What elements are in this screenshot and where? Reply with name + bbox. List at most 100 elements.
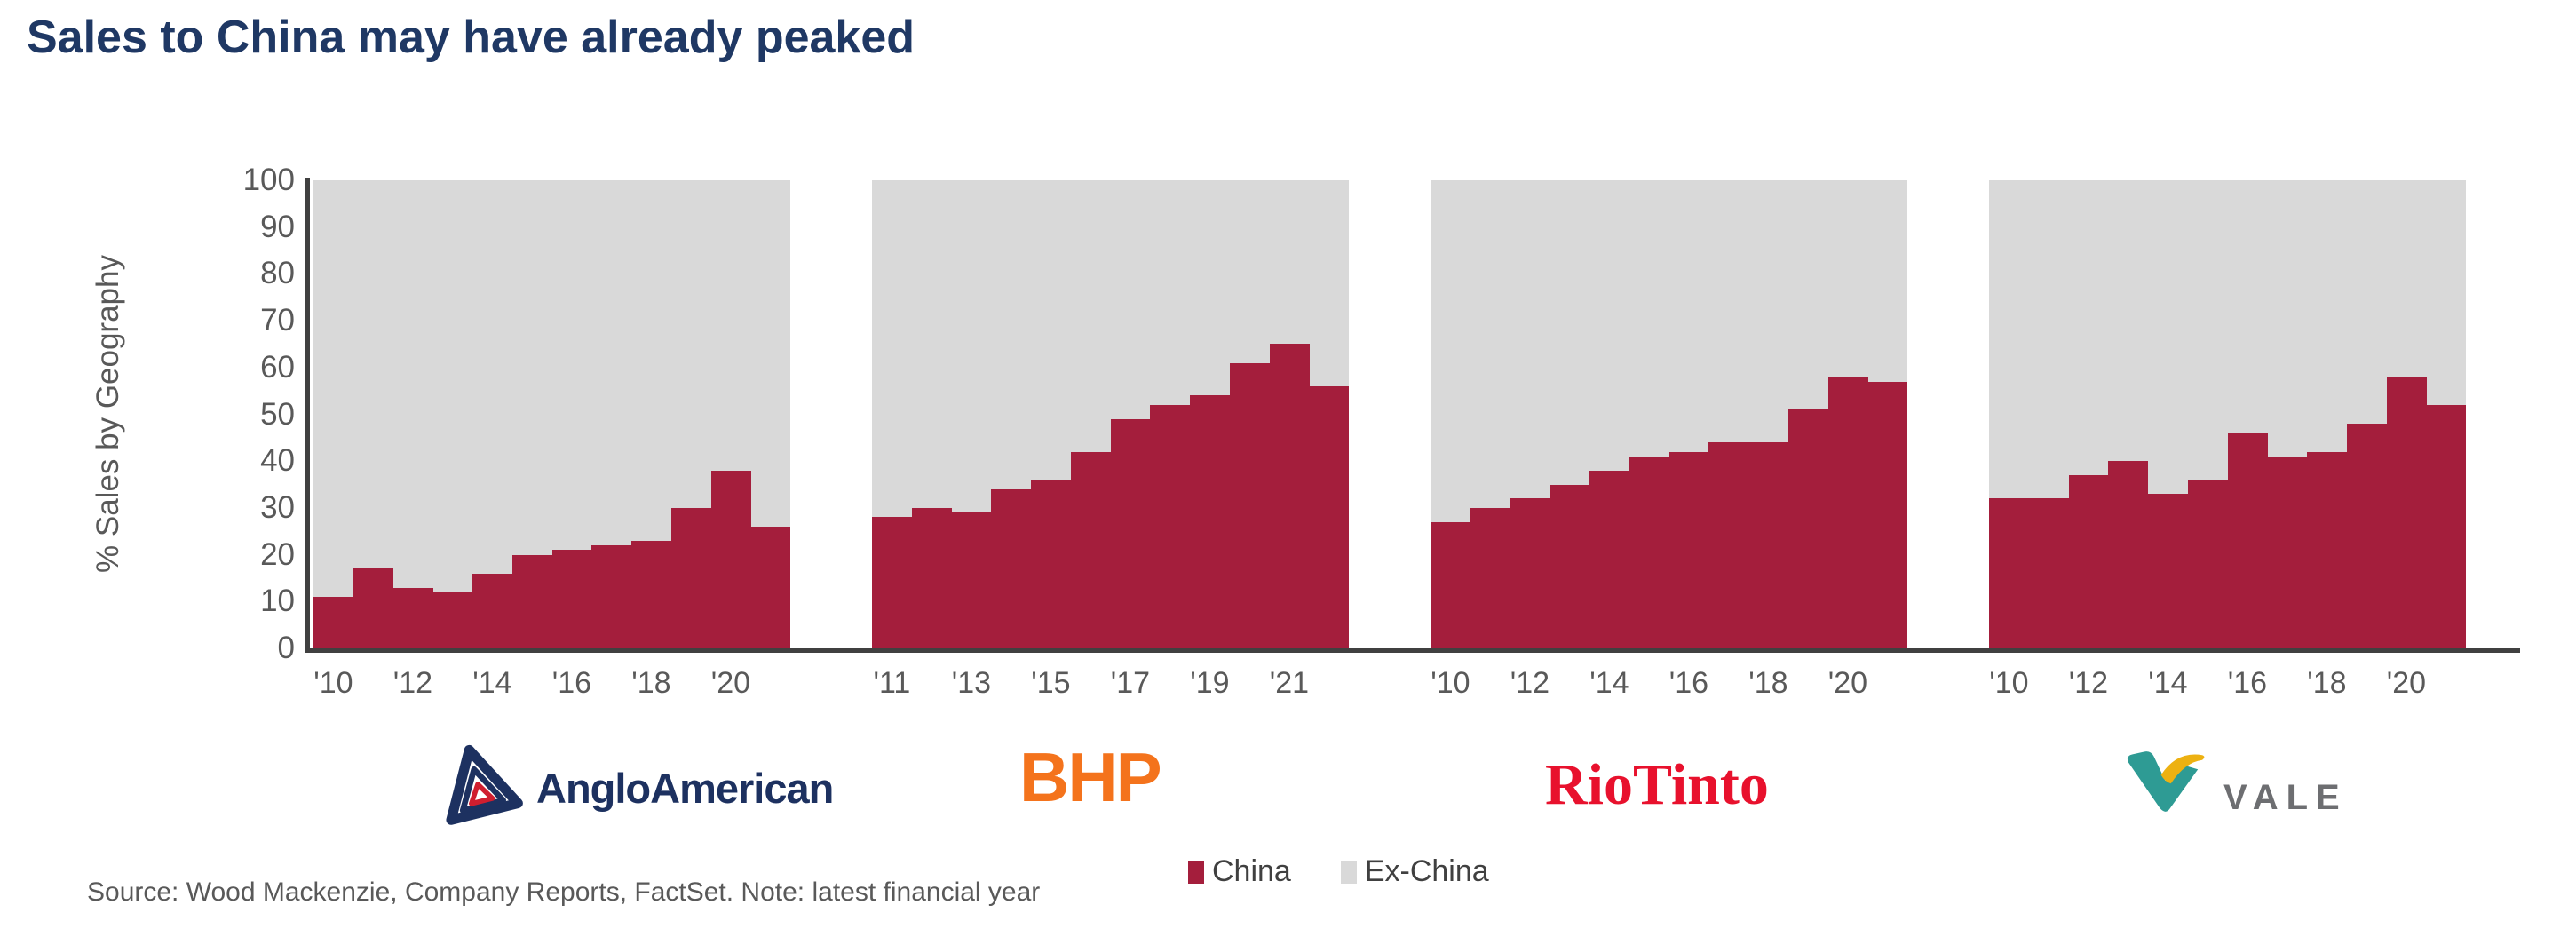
bar-china-segment bbox=[591, 545, 632, 648]
bar-china-segment bbox=[1989, 498, 2030, 648]
bar-china-segment bbox=[1629, 456, 1669, 648]
bar-china-segment bbox=[1190, 395, 1231, 648]
rio-tinto-wordmark: RioTinto bbox=[1545, 752, 1769, 817]
x-tick-label: '18 bbox=[1748, 666, 1788, 700]
x-tick-label: '19 bbox=[1190, 666, 1230, 700]
bar-china-segment bbox=[2148, 494, 2189, 648]
bar-china-segment bbox=[472, 573, 513, 648]
bar-china-segment bbox=[1708, 442, 1749, 648]
anglo-american-wordmark: AngloAmerican bbox=[536, 765, 834, 812]
bar-china-segment bbox=[511, 554, 552, 648]
legend-label-ex-china: Ex-China bbox=[1364, 854, 1489, 888]
bar-china-segment bbox=[1589, 470, 1630, 648]
bar-china-segment bbox=[1748, 442, 1789, 648]
chart-panel-vale: '10 '12 '14 '16 '18 '20 bbox=[1989, 180, 2467, 700]
x-tick-label: '10 bbox=[1989, 666, 2029, 700]
x-tick-label: '10 bbox=[313, 666, 353, 700]
legend-item-china: China bbox=[1188, 854, 1291, 889]
y-axis-title: % Sales by Geography bbox=[91, 255, 125, 573]
y-tick-label: 80 bbox=[260, 256, 295, 291]
chart-panel-anglo-american: '10 '12 '14 '16 '18 '20 bbox=[313, 180, 791, 700]
bar-china-segment bbox=[1309, 385, 1350, 648]
anglo-american-logo: AngloAmerican bbox=[433, 740, 834, 837]
vale-mark-icon bbox=[2124, 742, 2209, 823]
bar-china-segment bbox=[2267, 456, 2308, 648]
bar-china-segment bbox=[872, 517, 913, 648]
bar-china-segment bbox=[353, 568, 393, 648]
bar-china-segment bbox=[1668, 451, 1709, 648]
bar-china-segment bbox=[2227, 433, 2268, 648]
bar-china-segment bbox=[1031, 480, 1072, 648]
x-tick-label: '14 bbox=[1589, 666, 1629, 700]
bar-china-segment bbox=[2307, 451, 2348, 648]
bar-china-segment bbox=[2426, 404, 2467, 648]
bar-china-segment bbox=[2187, 480, 2228, 648]
bar-china-segment bbox=[1150, 404, 1191, 648]
x-tick-label: '14 bbox=[472, 666, 512, 700]
bar-china-segment bbox=[432, 592, 473, 648]
bar-china-segment bbox=[2386, 377, 2427, 648]
bar-china-segment bbox=[1550, 484, 1590, 648]
x-tick-label: '20 bbox=[2386, 666, 2427, 700]
x-tick-label: '16 bbox=[1668, 666, 1709, 700]
x-tick-label: '20 bbox=[710, 666, 751, 700]
bar-china-segment bbox=[991, 488, 1032, 648]
bar-china-segment bbox=[2068, 475, 2109, 648]
x-tick-label: '12 bbox=[392, 666, 433, 700]
china-swatch-icon bbox=[1188, 860, 1204, 884]
x-tick-label: '20 bbox=[1827, 666, 1868, 700]
y-tick-label: 50 bbox=[260, 396, 295, 432]
x-tick-label: '17 bbox=[1110, 666, 1151, 700]
y-tick-label: 70 bbox=[260, 303, 295, 338]
bar-china-segment bbox=[1867, 381, 1908, 648]
x-tick-label: '12 bbox=[2068, 666, 2109, 700]
bar-china-segment bbox=[710, 470, 751, 648]
bar-china-segment bbox=[951, 512, 992, 648]
y-tick-label: 40 bbox=[260, 443, 295, 479]
bar-china-segment bbox=[670, 507, 711, 648]
bar-china-segment bbox=[1787, 409, 1828, 648]
bar-china-segment bbox=[1827, 377, 1868, 648]
y-tick-label: 20 bbox=[260, 536, 295, 572]
bar-china-segment bbox=[392, 587, 433, 648]
bar-china-segment bbox=[1269, 344, 1310, 648]
chart-panel-bhp: '11 '13 '15 '17 '19 '21 bbox=[872, 180, 1350, 700]
y-tick-label: 30 bbox=[260, 489, 295, 525]
legend: China Ex-China bbox=[1188, 854, 1489, 889]
bar-china-segment bbox=[1470, 507, 1510, 648]
vale-logo: VALE bbox=[2124, 742, 2348, 823]
x-tick-label: '14 bbox=[2148, 666, 2188, 700]
bar-china-segment bbox=[2108, 461, 2149, 648]
x-tick-label: '10 bbox=[1431, 666, 1470, 700]
bar-china-segment bbox=[1431, 521, 1471, 648]
x-tick-label: '18 bbox=[2307, 666, 2347, 700]
x-tick-label: '11 bbox=[873, 666, 911, 700]
x-tick-label: '16 bbox=[551, 666, 592, 700]
x-tick-label: '16 bbox=[2227, 666, 2268, 700]
bar-china-segment bbox=[313, 597, 354, 648]
vale-wordmark: VALE bbox=[2223, 778, 2348, 817]
bar-china-segment bbox=[551, 550, 592, 648]
x-tick-label: '13 bbox=[951, 666, 992, 700]
y-tick-label: 60 bbox=[260, 349, 295, 385]
y-axis-line bbox=[305, 178, 310, 652]
bar-china-segment bbox=[1229, 362, 1270, 648]
bar-china-segment bbox=[1070, 451, 1111, 648]
x-tick-label: '21 bbox=[1269, 666, 1310, 700]
legend-item-ex-china: Ex-China bbox=[1340, 854, 1489, 889]
bar-china-segment bbox=[1510, 498, 1550, 648]
ex-china-swatch-icon bbox=[1340, 860, 1357, 884]
x-axis-line bbox=[305, 648, 2520, 653]
bhp-logo: BHP bbox=[1019, 737, 1162, 818]
bar-china-segment bbox=[2346, 424, 2387, 648]
x-tick-label: '12 bbox=[1510, 666, 1550, 700]
page-title: Sales to China may have already peaked bbox=[27, 12, 915, 63]
legend-label-china: China bbox=[1212, 854, 1291, 888]
anglo-american-mark-icon bbox=[433, 740, 524, 837]
bar-china-segment bbox=[1110, 418, 1151, 648]
y-tick-label: 100 bbox=[242, 163, 295, 197]
rio-tinto-logo: RioTinto bbox=[1545, 751, 1769, 819]
bar-china-segment bbox=[750, 526, 791, 648]
y-tick-label: 0 bbox=[277, 631, 295, 665]
